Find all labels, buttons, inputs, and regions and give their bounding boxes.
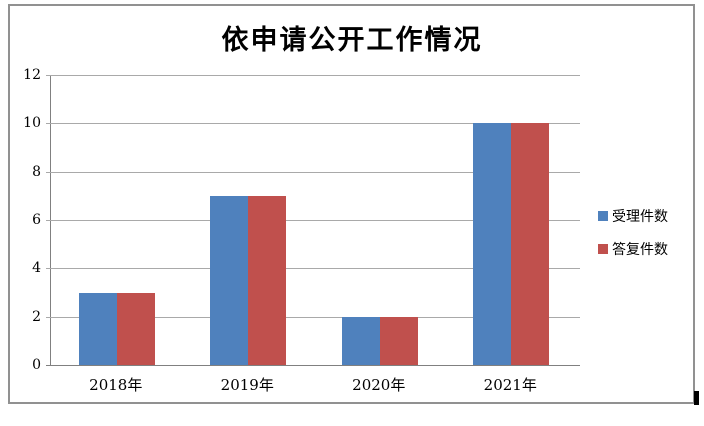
- y-tick-label-10: 10: [23, 115, 41, 132]
- legend-item-答复件数: 答复件数: [598, 239, 668, 259]
- bar-2020年-受理件数: [341, 316, 380, 365]
- bar-2019年-受理件数: [210, 195, 249, 365]
- gridline-y-12: [46, 75, 580, 76]
- legend-marker-blue: [598, 211, 608, 221]
- bar-2019年-答复件数: [248, 195, 287, 365]
- plot-area: [46, 75, 580, 366]
- gridline-y-6: [46, 220, 580, 221]
- y-tick-label-0: 0: [32, 357, 41, 373]
- x-tick-label-2019年: 2019年: [220, 376, 274, 394]
- y-tick-label-4: 4: [32, 260, 41, 277]
- gridline-y-0: [46, 365, 580, 366]
- y-tick-label-8: 8: [32, 163, 41, 180]
- y-tick-label-12: 12: [23, 67, 41, 83]
- legend-label: 答复件数: [612, 242, 668, 258]
- legend-label: 受理件数: [612, 209, 668, 225]
- legend-marker-red: [598, 244, 608, 254]
- y-tick-label-2: 2: [32, 308, 41, 325]
- legend: 受理件数 答复件数: [598, 206, 668, 259]
- gridline-y-10: [46, 123, 580, 125]
- bar-2021年-受理件数: [473, 123, 512, 365]
- bar-2018年-受理件数: [78, 292, 117, 365]
- x-tick-label-2018年: 2018年: [89, 376, 143, 394]
- gridline-y-8: [46, 171, 580, 173]
- chart-title: 依申请公开工作情况: [221, 25, 483, 56]
- bar-2020年-答复件数: [379, 316, 418, 365]
- bar-2021年-答复件数: [511, 123, 550, 365]
- y-tick-label-6: 6: [32, 212, 41, 228]
- x-tick-label-2020年: 2020年: [352, 376, 406, 394]
- x-tick-label-2021年: 2021年: [483, 376, 537, 394]
- gridline-y-2: [46, 316, 580, 318]
- gridline-y-4: [46, 268, 580, 270]
- legend-item-受理件数: 受理件数: [598, 206, 668, 226]
- bar-2018年-答复件数: [116, 292, 155, 365]
- cursor-artifact: [694, 391, 699, 405]
